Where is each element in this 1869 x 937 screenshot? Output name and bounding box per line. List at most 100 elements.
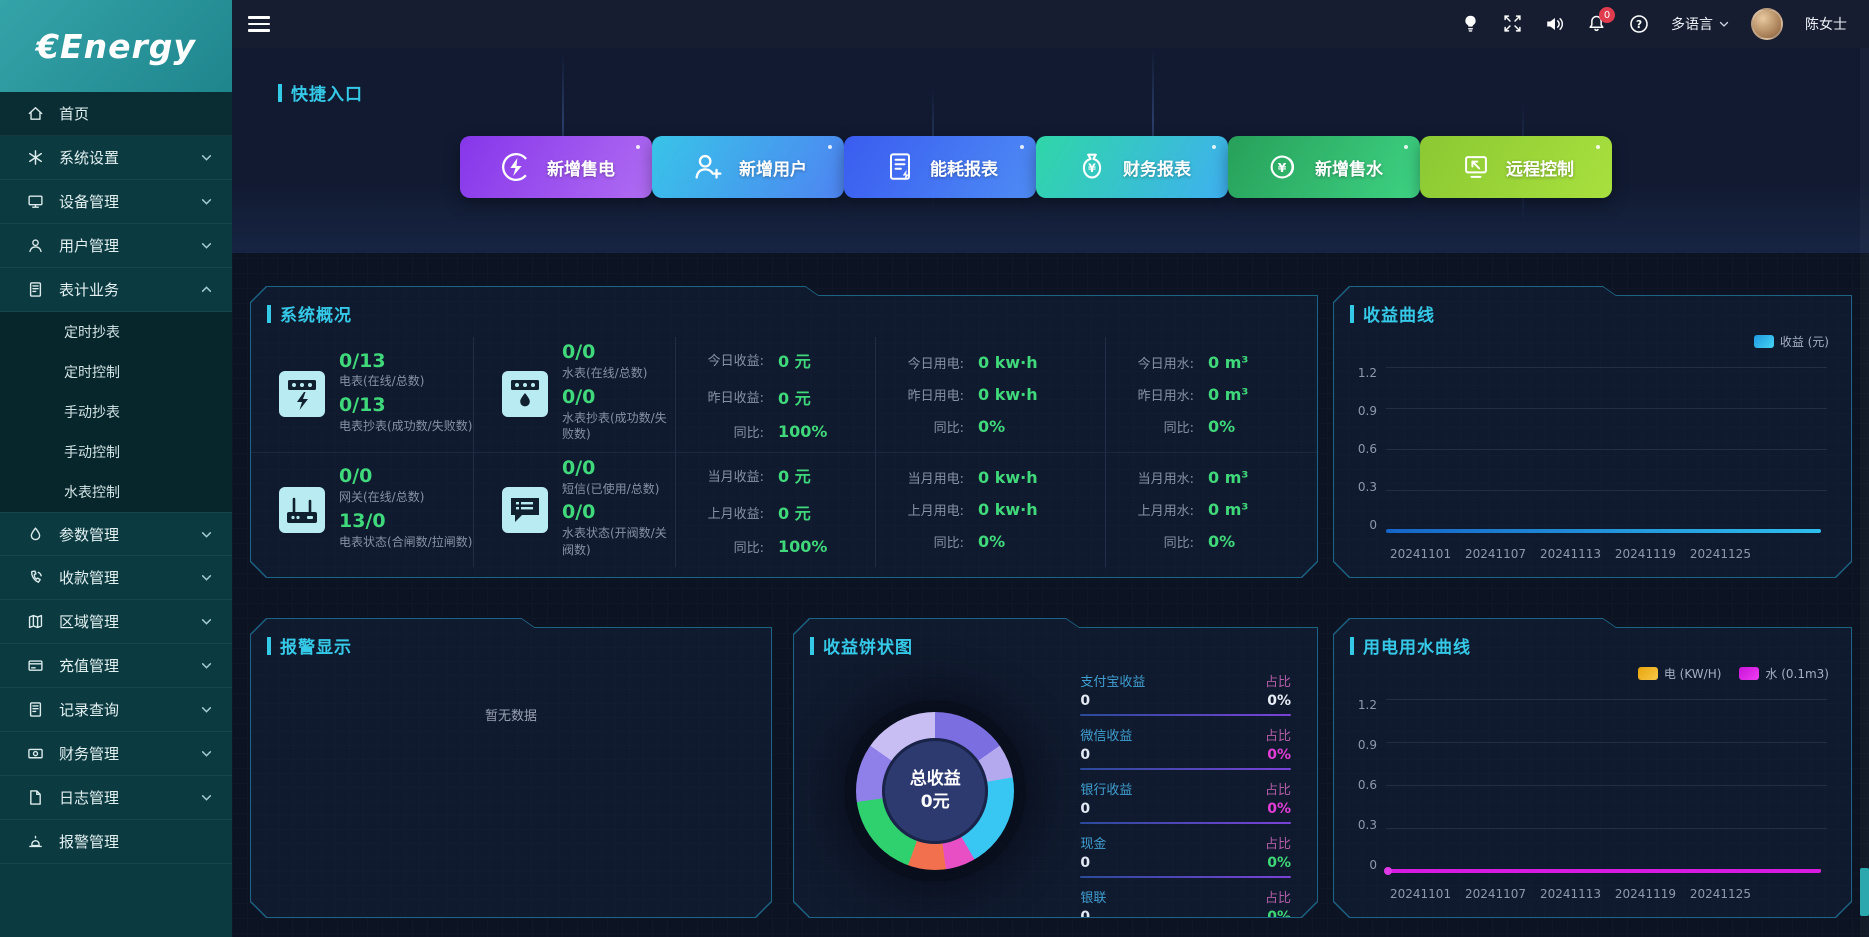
chevron-down-icon	[201, 572, 212, 583]
revenue-donut-chart: 总收益 0元	[856, 712, 1014, 870]
pie-legend-row-alipay: 支付宝收益 占比 0 0%	[1080, 671, 1291, 716]
quick-entry-banner: 快捷入口 新增售电 新增用户 能耗报表 ¥ 财务报表	[232, 48, 1869, 253]
usage-chart-y-axis: 1.2 0.9 0.6 0.3 0	[1357, 698, 1377, 872]
sidebar-item-finance-management[interactable]: 财务管理	[0, 732, 232, 776]
pie-legend-row-unionpay: 银联 占比 0 0%	[1080, 887, 1291, 932]
chevron-down-icon	[201, 152, 212, 163]
remote-control-button[interactable]: 远程控制	[1420, 136, 1612, 198]
sidebar-subitem-scheduled-control[interactable]: 定时控制	[64, 365, 120, 381]
usage-chart: 1.2 0.9 0.6 0.3 0	[1348, 699, 1827, 871]
money-icon	[27, 745, 44, 762]
fullscreen-icon[interactable]	[1503, 14, 1523, 34]
topbar-actions: 0 ? 多语言 陈女士	[1461, 7, 1869, 40]
theme-bulb-icon[interactable]	[1461, 14, 1481, 34]
menu-toggle-icon[interactable]	[248, 12, 270, 36]
sidebar-item-label: 收款管理	[59, 569, 120, 587]
sidebar-item-meter-business[interactable]: 表计业务	[0, 268, 232, 312]
phone-icon	[27, 569, 44, 586]
energy-report-icon	[882, 149, 918, 185]
language-selector[interactable]: 多语言	[1671, 14, 1729, 34]
sidebar-item-region-management[interactable]: 区域管理	[0, 600, 232, 644]
sms-icon	[502, 487, 548, 533]
document-icon	[27, 789, 44, 806]
sidebar-item-label: 用户管理	[59, 237, 120, 255]
chevron-up-icon	[201, 284, 212, 295]
water-legend-swatch	[1739, 667, 1759, 680]
svg-text:¥: ¥	[1088, 161, 1096, 175]
sidebar-item-label: 日志管理	[59, 789, 120, 807]
sidebar-item-alarm-management[interactable]: 报警管理	[0, 820, 232, 864]
alarm-display-panel: 报警显示 暂无数据	[250, 618, 772, 918]
language-label: 多语言	[1671, 17, 1713, 33]
speaker-icon[interactable]	[1545, 14, 1565, 34]
help-icon[interactable]: ?	[1629, 14, 1649, 34]
sidebar-subitem-manual-control[interactable]: 手动控制	[64, 445, 120, 461]
sidebar-item-collection-management[interactable]: 收款管理	[0, 556, 232, 600]
revenue-legend-swatch	[1754, 335, 1774, 348]
water-data-line	[1386, 869, 1821, 873]
revenue-curve-panel: 收益曲线 收益 (元) 1.2 0.9 0.6 0.3 0 20241101 202411…	[1333, 286, 1852, 578]
pie-legend-row-wechat: 微信收益 占比 0 0%	[1080, 725, 1291, 770]
alarm-display-title: 报警显示	[267, 633, 352, 658]
sms-stat: 0/0 短信(已使用/总数) 0/0 水表状态(开阀数/关阀数)	[474, 453, 675, 568]
chevron-down-icon	[201, 529, 212, 540]
main-content: 快捷入口 新增售电 新增用户 能耗报表 ¥ 财务报表	[232, 48, 1869, 937]
usage-curve-title: 用电用水曲线	[1350, 633, 1471, 658]
finance-report-button[interactable]: ¥ 财务报表	[1036, 136, 1228, 198]
siren-icon	[27, 833, 44, 850]
sidebar-item-log-management[interactable]: 日志管理	[0, 776, 232, 820]
user-avatar[interactable]	[1751, 8, 1783, 40]
sidebar-item-label: 参数管理	[59, 525, 120, 544]
sidebar-item-system-settings[interactable]: 系统设置	[0, 136, 232, 180]
sidebar-item-records-query[interactable]: 记录查询	[0, 688, 232, 732]
meter-business-submenu: 定时抄表 定时控制 手动抄表 手动控制 水表控制	[0, 312, 232, 512]
revenue-data-line	[1386, 529, 1821, 533]
no-data-text: 暂无数据	[484, 709, 537, 724]
quick-entry-buttons: 新增售电 新增用户 能耗报表 ¥ 财务报表 ¥ 新增售水	[460, 136, 1612, 198]
chevron-down-icon	[201, 240, 212, 251]
sidebar-item-label: 表计业务	[59, 281, 120, 299]
usage-chart-legend: 电 (KW/H) 水 (0.1m3)	[1638, 665, 1829, 682]
settings-icon	[27, 149, 44, 166]
chevron-down-icon	[201, 792, 212, 803]
brand-logo-text: €Energy	[36, 26, 196, 66]
revenue-chart-legend: 收益 (元)	[1754, 333, 1829, 350]
pie-legend-row-cash: 现金 占比 0 0%	[1080, 833, 1291, 878]
sidebar-item-home[interactable]: 首页	[0, 92, 232, 136]
scrollbar-track[interactable]	[1860, 48, 1869, 937]
revenue-chart-x-axis: 20241101 20241107 20241113 20241119 20241125	[1390, 547, 1751, 561]
new-electric-sale-button[interactable]: 新增售电	[460, 136, 652, 198]
sidebar-subitem-water-meter-control[interactable]: 水表控制	[64, 485, 120, 501]
brand-logo[interactable]: €Energy	[0, 0, 232, 92]
username-label[interactable]: 陈女士	[1805, 17, 1847, 33]
sidebar-subitem-manual-reading[interactable]: 手动抄表	[64, 405, 120, 421]
new-user-button[interactable]: 新增用户	[652, 136, 844, 198]
device-icon	[27, 193, 44, 210]
electric-meter-icon	[279, 371, 325, 417]
sidebar-item-device-management[interactable]: 设备管理	[0, 180, 232, 224]
gateway-stat: 0/0 网关(在线/总数) 13/0 电表状态(合闸数/拉闸数)	[251, 453, 473, 568]
revenue-curve-title: 收益曲线	[1350, 301, 1435, 326]
sidebar-subitem-scheduled-reading[interactable]: 定时抄表	[64, 325, 120, 341]
sidebar-item-parameter-management[interactable]: 参数管理	[0, 512, 232, 556]
user-plus-icon	[689, 148, 727, 186]
new-water-sale-button[interactable]: ¥ 新增售水	[1228, 136, 1420, 198]
topbar: 0 ? 多语言 陈女士	[232, 0, 1869, 48]
meter-icon	[27, 281, 44, 298]
notification-badge: 0	[1599, 7, 1615, 23]
revenue-chart: 1.2 0.9 0.6 0.3 0	[1348, 367, 1827, 531]
chevron-down-icon	[201, 196, 212, 207]
scrollbar-thumb[interactable]	[1860, 868, 1869, 916]
usage-chart-x-axis: 20241101 20241107 20241113 20241119 20241125	[1390, 887, 1751, 901]
bell-icon[interactable]: 0	[1587, 7, 1615, 34]
droplet-icon	[27, 526, 44, 543]
electric-stats-column: 今日用电: 0 kw·h 昨日用电: 0 kw·h 同比: 0% 当月用电: 0 kw·…	[876, 337, 1106, 567]
sidebar-item-label: 设备管理	[59, 193, 120, 211]
chevron-down-icon	[201, 660, 212, 671]
sidebar-item-label: 财务管理	[59, 745, 120, 763]
coin-icon: ¥	[1265, 148, 1303, 186]
sidebar-item-recharge-management[interactable]: 充值管理	[0, 644, 232, 688]
energy-report-button[interactable]: 能耗报表	[844, 136, 1036, 198]
sidebar-item-user-management[interactable]: 用户管理	[0, 224, 232, 268]
